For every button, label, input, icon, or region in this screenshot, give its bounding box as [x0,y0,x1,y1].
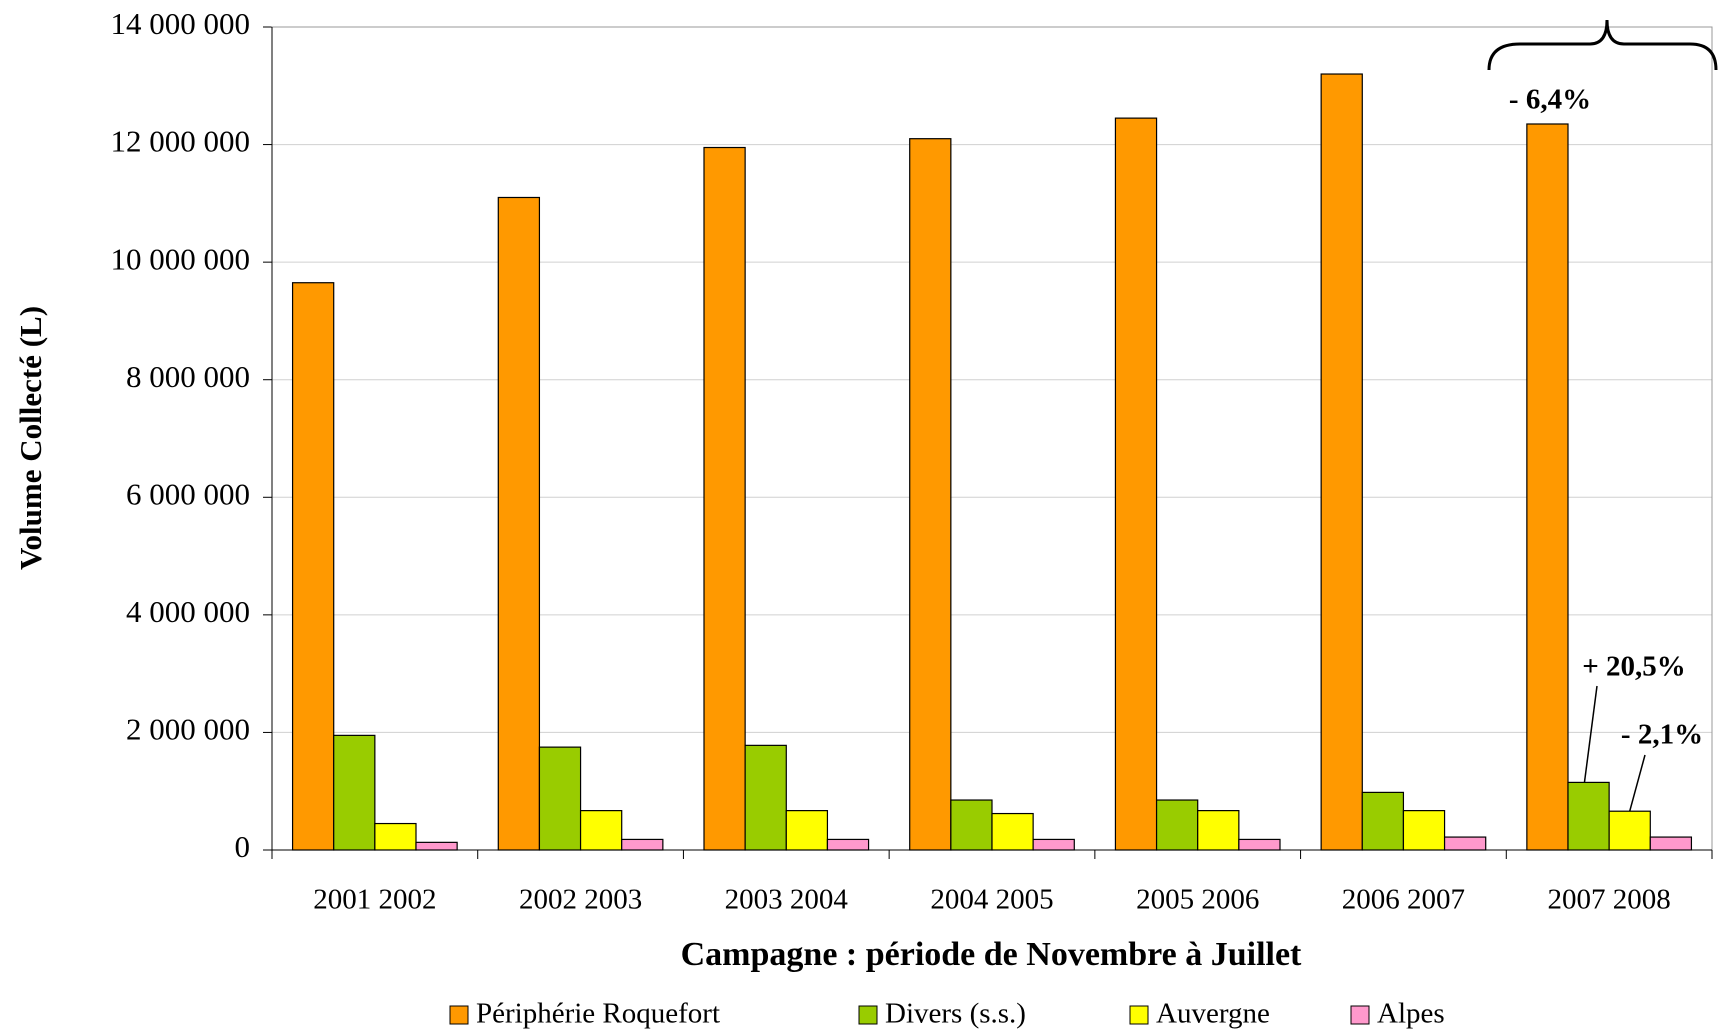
annotation: - 2,1% [1621,719,1703,751]
x-tick-label: 2005 2006 [1136,884,1259,916]
bar [621,838,664,851]
bar [1443,836,1487,851]
y-tick-label: 8 000 000 [126,359,250,394]
legend-label: Alpes [1377,998,1445,1030]
x-tick-label: 2007 2008 [1548,884,1671,916]
x-tick-label: 2002 2003 [519,884,642,916]
x-tick-label: 2006 2007 [1342,884,1465,916]
bar [991,812,1034,851]
bar [415,841,458,851]
bar [497,196,541,851]
annotation-leader [1583,685,1598,783]
bar [1649,836,1693,851]
bar [785,810,829,851]
x-tick-label: 2004 2005 [930,884,1053,916]
bar [1526,123,1569,851]
bar [333,734,376,851]
y-tick-label: 10 000 000 [111,241,251,276]
bar [1361,791,1405,851]
legend-swatch [449,1005,469,1025]
y-tick-label: 6 000 000 [126,476,250,511]
bar [1608,810,1651,851]
bar [1155,799,1199,851]
bar [703,146,746,851]
bar [291,282,335,851]
legend-label: Périphérie Roquefort [476,998,720,1030]
y-tick-label: 14 000 000 [111,6,251,41]
bar [1402,810,1446,851]
legend-label: Divers (s.s.) [885,998,1026,1030]
x-tick-label: 2003 2004 [725,884,849,916]
y-tick-label: 12 000 000 [111,124,251,159]
y-axis-label: Volume Collecté (L) [13,306,48,570]
bar [1114,117,1158,851]
legend-label: Auvergne [1156,998,1270,1030]
bar [1567,781,1610,851]
bar [538,746,582,851]
legend-swatch [1350,1005,1370,1025]
plot-border [271,26,1713,851]
y-tick-label: 0 [235,829,251,864]
x-axis-label: Campagne : période de Novembre à Juillet [681,936,1302,973]
legend-swatch [858,1005,878,1025]
legend-swatch [1129,1005,1149,1025]
bar [1197,810,1240,851]
bar [579,810,623,851]
annotation: - 6,4% [1509,84,1591,116]
y-tick-label: 2 000 000 [126,712,250,747]
y-tick-label: 4 000 000 [126,594,250,629]
bar [1320,73,1363,851]
x-tick-label: 2001 2002 [313,884,436,916]
annotation: + 20,5% [1582,651,1686,683]
brace [1487,19,1718,71]
bar [374,822,417,851]
bar [1032,838,1075,851]
bar [826,838,870,851]
bar [909,138,952,851]
annotation-leader [1628,754,1646,812]
bar [950,799,993,851]
bar [1238,838,1281,851]
bar [744,744,787,851]
